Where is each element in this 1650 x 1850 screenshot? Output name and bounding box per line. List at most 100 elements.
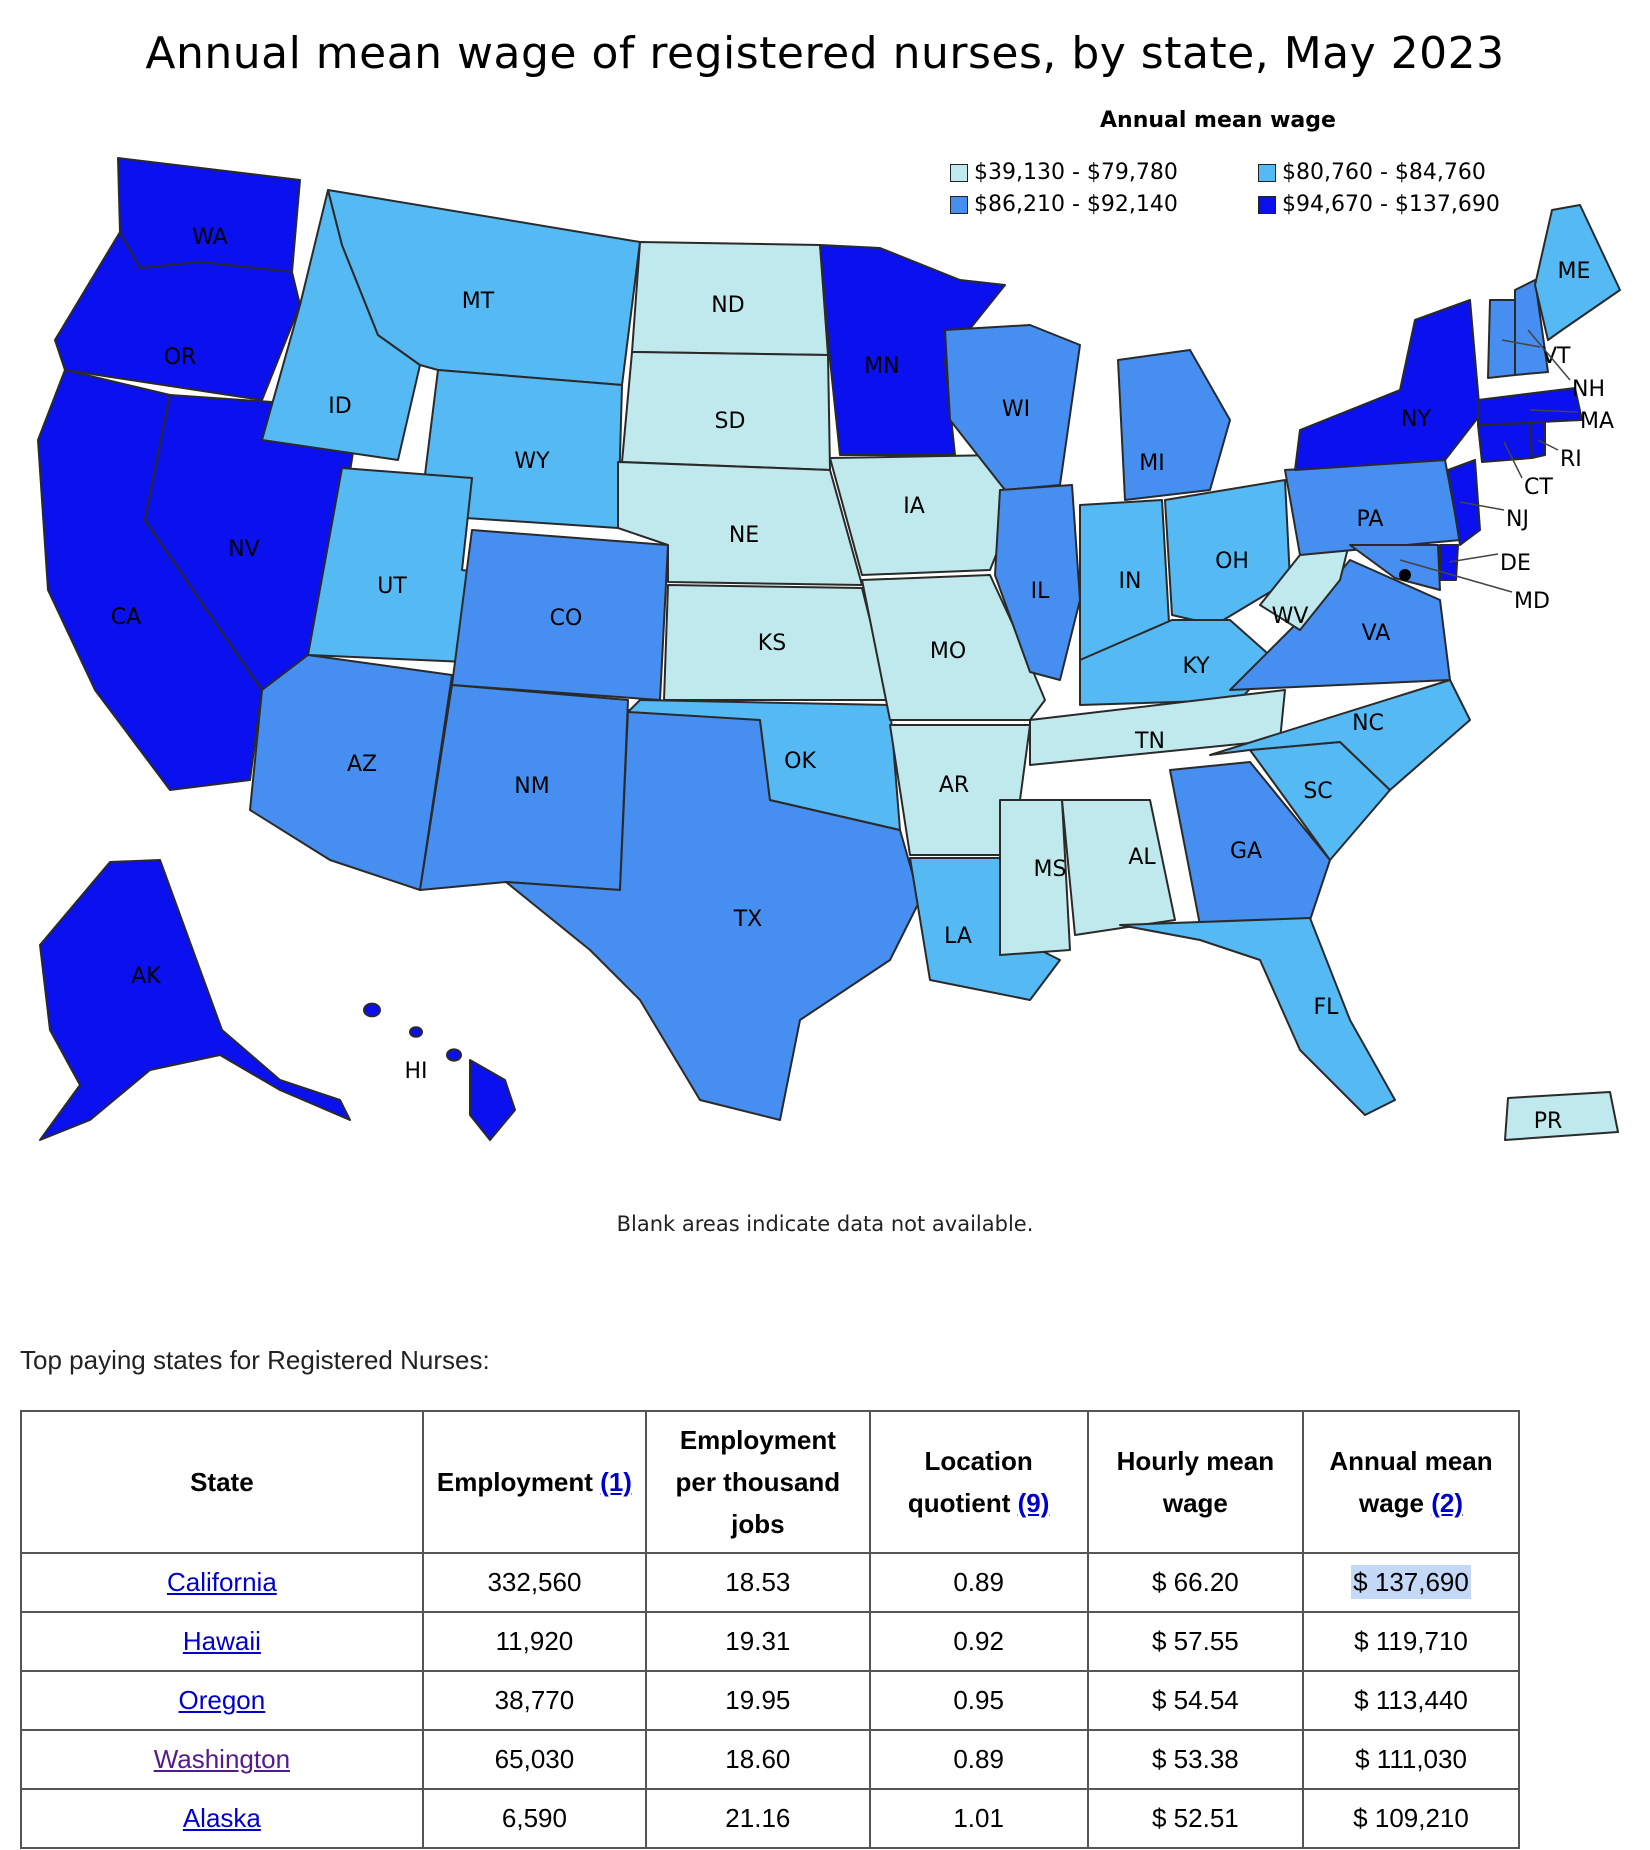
- cell-employment: 65,030: [421, 1729, 648, 1790]
- state-mt: [327, 189, 641, 386]
- cell-hourly-wage: $ 52.51: [1086, 1788, 1305, 1849]
- state-label-de: DE: [1500, 551, 1531, 576]
- state-link-oregon[interactable]: Oregon: [178, 1685, 266, 1715]
- footnote-link-9[interactable]: (9): [1017, 1488, 1050, 1518]
- state-label-or: OR: [164, 345, 197, 370]
- state-label-fl: FL: [1314, 995, 1340, 1020]
- state-label-il: IL: [1031, 579, 1050, 604]
- state-label-in: IN: [1119, 569, 1142, 594]
- state-label-wv: WV: [1272, 604, 1309, 629]
- footnote-link-1[interactable]: (1): [600, 1467, 632, 1497]
- label-leader-line: [1503, 441, 1523, 479]
- table-row: Hawaii 11,920 19.31 0.92 $ 57.55 $ 119,7…: [20, 1611, 1520, 1672]
- cell-location-quotient: 0.95: [868, 1670, 1089, 1731]
- state-label-mi: MI: [1139, 451, 1164, 476]
- state-link-alaska[interactable]: Alaska: [182, 1803, 261, 1833]
- state-label-ga: GA: [1230, 839, 1262, 864]
- cell-hourly-wage: $ 66.20: [1086, 1552, 1305, 1613]
- state-oh: [1164, 479, 1291, 626]
- col-header-location-quotient: Location quotient (9): [868, 1410, 1089, 1554]
- state-label-oh: OH: [1215, 549, 1249, 574]
- label-leader-line: [1537, 439, 1559, 451]
- col-header-employment-per-thousand: Employment per thousand jobs: [645, 1410, 871, 1554]
- state-link-california[interactable]: California: [166, 1567, 277, 1597]
- state-label-al: AL: [1128, 845, 1156, 870]
- state-label-nd: ND: [711, 293, 744, 318]
- state-ri: [1529, 422, 1546, 459]
- cell-hourly-wage: $ 57.55: [1086, 1611, 1305, 1672]
- state-label-sc: SC: [1303, 779, 1332, 804]
- state-ny: [1294, 299, 1481, 471]
- label-leader-line: [1529, 409, 1579, 413]
- footnote-link-2[interactable]: (2): [1431, 1488, 1464, 1518]
- cell-employment: 332,560: [421, 1552, 648, 1613]
- dc-marker: [1399, 569, 1411, 581]
- state-link-washington[interactable]: Washington: [153, 1744, 291, 1774]
- map-title: Annual mean wage of registered nurses, b…: [145, 28, 1505, 79]
- state-label-ms: MS: [1034, 857, 1067, 882]
- legend-label: $80,760 - $84,760: [1282, 160, 1486, 185]
- cell-employment: 11,920: [421, 1611, 648, 1672]
- legend-label: $94,670 - $137,690: [1282, 192, 1500, 217]
- state-label-ar: AR: [939, 773, 969, 798]
- cell-hourly-wage: $ 54.54: [1086, 1670, 1305, 1731]
- state-hi: [469, 1059, 516, 1141]
- state-wa: [117, 157, 301, 273]
- legend-swatch: [1258, 163, 1276, 182]
- cell-annual-wage-highlighted: $ 137,690: [1351, 1565, 1471, 1599]
- state-ga: [1169, 761, 1331, 926]
- state-md: [1349, 544, 1441, 591]
- state-mi: [1117, 349, 1231, 501]
- table-row: Washington 65,030 18.60 0.89 $ 53.38 $ 1…: [20, 1729, 1520, 1790]
- cell-per-thousand: 19.95: [645, 1670, 871, 1731]
- state-label-vt: VT: [1542, 344, 1571, 369]
- label-leader-line: [1527, 329, 1571, 381]
- state-label-ak: AK: [131, 964, 161, 989]
- state-label-sd: SD: [715, 409, 746, 434]
- state-ma: [1477, 387, 1583, 426]
- state-label-pa: PA: [1357, 507, 1384, 532]
- legend-label: $39,130 - $79,780: [974, 160, 1178, 185]
- state-label-la: LA: [944, 924, 972, 949]
- state-label-tx: TX: [733, 907, 763, 932]
- hawaii-island: [363, 1002, 381, 1018]
- table-row: Oregon 38,770 19.95 0.95 $ 54.54 $ 113,4…: [20, 1670, 1520, 1731]
- state-ne: [617, 461, 863, 586]
- state-label-nv: NV: [228, 537, 260, 562]
- state-label-ut: UT: [377, 574, 407, 599]
- state-vt: [1487, 299, 1516, 379]
- state-me: [1534, 204, 1621, 341]
- col-header-employment: Employment (1): [421, 1410, 648, 1554]
- state-label-ma: MA: [1580, 409, 1614, 434]
- state-mn: [819, 244, 1006, 456]
- label-leader-line: [1459, 501, 1505, 511]
- hawaii-island: [446, 1048, 462, 1062]
- state-label-me: ME: [1558, 259, 1591, 284]
- state-label-ky: KY: [1182, 654, 1210, 679]
- cell-location-quotient: 0.89: [868, 1552, 1089, 1613]
- state-label-wi: WI: [1002, 397, 1030, 422]
- legend-item-tier-1: $39,130 - $79,780: [950, 160, 1178, 185]
- state-label-az: AZ: [347, 752, 377, 777]
- cell-annual-wage: $ 109,210: [1302, 1788, 1520, 1849]
- state-label-mn: MN: [864, 354, 899, 379]
- legend-item-tier-2: $80,760 - $84,760: [1258, 160, 1486, 185]
- state-link-hawaii[interactable]: Hawaii: [182, 1626, 261, 1656]
- cell-location-quotient: 1.01: [868, 1788, 1089, 1849]
- state-label-nj: NJ: [1506, 507, 1529, 532]
- state-label-md: MD: [1514, 589, 1550, 614]
- table-header-row: State Employment (1) Employment per thou…: [20, 1410, 1520, 1554]
- legend-swatch: [950, 163, 968, 182]
- cell-annual-wage: $ 113,440: [1302, 1670, 1520, 1731]
- table-caption: Top paying states for Registered Nurses:: [20, 1345, 490, 1375]
- legend-swatch: [950, 195, 968, 214]
- state-il: [994, 484, 1081, 681]
- legend-swatch: [1258, 195, 1276, 214]
- state-label-ca: CA: [111, 605, 141, 630]
- cell-per-thousand: 18.60: [645, 1729, 871, 1790]
- state-az: [249, 654, 453, 891]
- state-fl: [1119, 917, 1396, 1116]
- state-mo: [861, 574, 1046, 721]
- label-leader-line: [1448, 553, 1499, 563]
- legend-label: $86,210 - $92,140: [974, 192, 1178, 217]
